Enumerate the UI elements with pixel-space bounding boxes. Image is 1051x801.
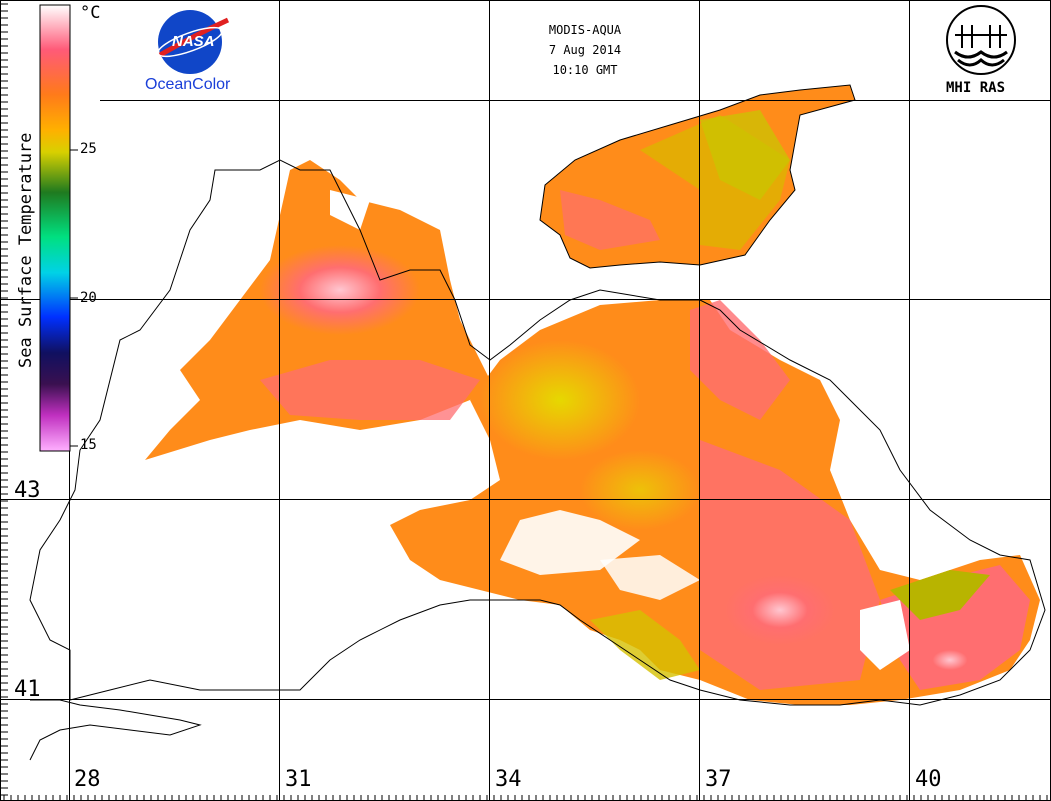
lon-label-34: 34 bbox=[495, 767, 522, 792]
oceancolor-caption: OceanColor bbox=[145, 76, 231, 93]
colorbar-unit: °C bbox=[80, 3, 101, 23]
colorbar-tick-15: 15 bbox=[80, 437, 97, 453]
mhi-ras-logo bbox=[946, 5, 1016, 75]
colorbar-tick-20: 20 bbox=[80, 290, 97, 306]
time-label: 10:10 GMT bbox=[552, 63, 618, 77]
colorbar bbox=[39, 4, 71, 452]
coastline bbox=[29, 84, 1046, 761]
lon-label-31: 31 bbox=[285, 767, 312, 792]
scale-ticks bbox=[0, 3, 1048, 801]
colorbar-tick-25: 25 bbox=[80, 141, 97, 157]
date-label: 7 Aug 2014 bbox=[548, 43, 622, 57]
lon-label-28: 28 bbox=[74, 767, 101, 792]
sensor-label: MODIS-AQUA bbox=[548, 23, 622, 37]
lat-label-43: 43 bbox=[14, 478, 41, 503]
mhi-ras-caption: MHI RAS bbox=[946, 80, 1006, 96]
sst-field bbox=[145, 85, 1040, 705]
lat-label-41: 41 bbox=[14, 677, 41, 702]
nasa-wordmark: NASA bbox=[172, 33, 215, 50]
lon-label-37: 37 bbox=[705, 767, 732, 792]
colorbar-title: Sea Surface Temperature bbox=[16, 132, 36, 368]
lon-label-40: 40 bbox=[915, 767, 942, 792]
nasa-logo bbox=[157, 10, 230, 74]
